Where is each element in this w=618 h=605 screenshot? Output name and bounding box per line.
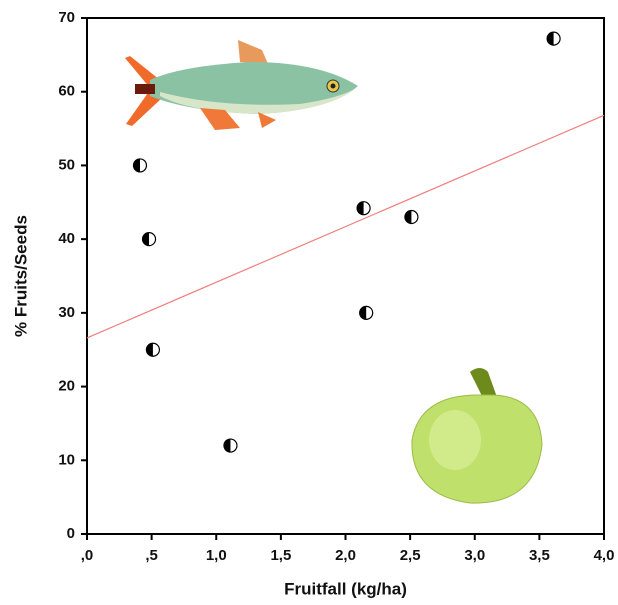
fig-illustration [412,368,542,503]
trend-line [87,115,604,338]
y-tick-label: 50 [58,156,75,173]
x-tick-label: 4,0 [594,547,615,564]
y-tick-label: 0 [67,525,75,542]
y-tick-label: 20 [58,378,75,395]
x-tick-label: ,5 [145,547,158,564]
y-tick-label: 70 [58,9,75,26]
y-tick-label: 10 [58,451,75,468]
chart: 0 10 20 30 40 50 60 70 ,0 ,5 1,0 1,5 2,0 2,5 3,0 3,5 4,0… [0,0,618,605]
point-shade [357,202,364,215]
x-tick-label: 3,5 [529,547,550,564]
x-tick-label: ,0 [81,547,94,564]
point-shade [143,233,150,246]
y-tick-label: 60 [58,83,75,100]
fish-illustration [125,40,358,130]
y-tick-label: 40 [58,230,75,247]
point-shade [405,211,411,224]
point-shade [133,159,140,172]
point-shade [360,306,367,319]
x-tick-label: 2,0 [335,547,356,564]
x-tick-label: 1,0 [206,547,227,564]
x-tick-label: 1,5 [270,547,291,564]
x-tick-label: 2,5 [400,547,421,564]
point-shade [146,343,152,356]
x-axis-label: Fruitfall (kg/ha) [284,579,407,598]
x-tick-label: 3,0 [464,547,485,564]
point-shade [224,439,231,452]
point-shade [547,32,554,45]
y-axis-label: % Fruits/Seeds [11,215,30,337]
y-tick-label: 30 [58,304,75,321]
